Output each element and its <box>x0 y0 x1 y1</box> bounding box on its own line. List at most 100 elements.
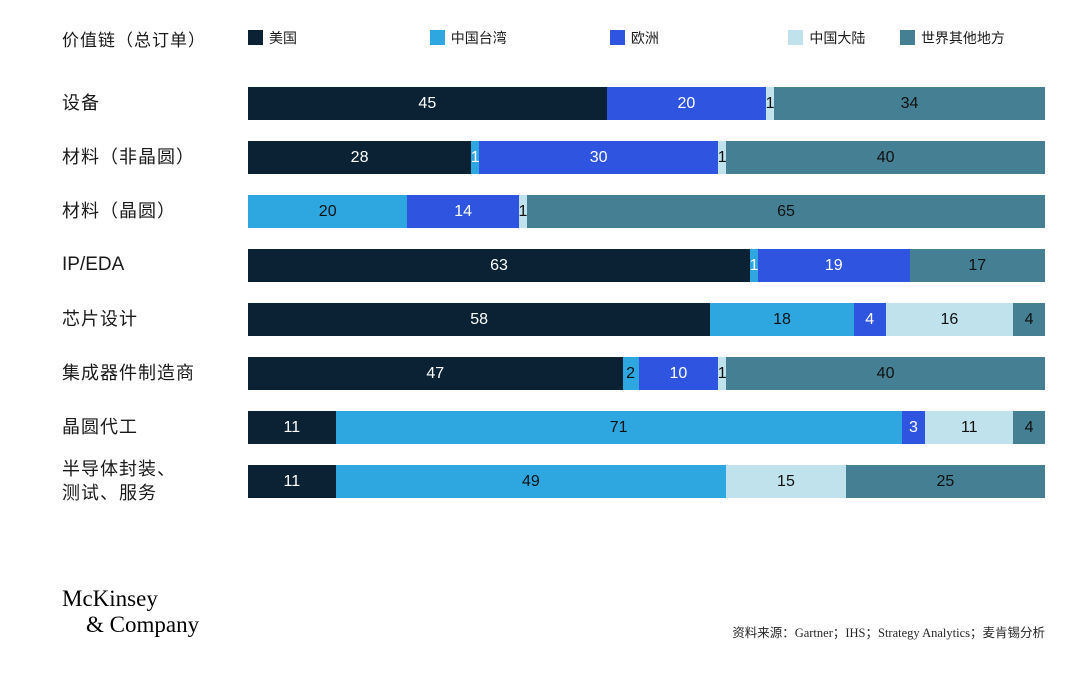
bar-segment-row: 4 <box>1013 411 1045 444</box>
stacked-bar: 11 71 3 11 4 <box>248 411 1045 444</box>
logo-line1: McKinsey <box>62 586 158 611</box>
segment-value: 20 <box>318 202 337 220</box>
row-label: 集成器件制造商 <box>62 362 195 383</box>
row-label: 半导体封装、 测试、服务 <box>62 459 176 503</box>
segment-value: 58 <box>470 310 489 328</box>
chart-row: 集成器件制造商 47 2 10 1 40 <box>62 357 1045 390</box>
segment-value: 18 <box>773 310 791 328</box>
bar-segment-row: 17 <box>909 249 1045 282</box>
bar-segment-us: 47 <box>248 357 623 390</box>
stacked-bar: 11 49 15 25 <box>248 465 1045 498</box>
bar-segment-tw: 1 <box>749 249 759 282</box>
bar-segment-row: 4 <box>1013 303 1045 336</box>
bar-segment-row: 40 <box>726 357 1045 390</box>
segment-value: 4 <box>1024 418 1034 436</box>
segment-value: 16 <box>940 310 959 328</box>
bar-segment-us: 58 <box>248 303 711 336</box>
bar-segment-us: 28 <box>248 141 472 174</box>
segment-value: 2 <box>626 364 635 382</box>
segment-value: 25 <box>936 472 955 490</box>
row-label: 设备 <box>62 92 100 113</box>
legend-item-row: 世界其他地方 <box>899 28 1005 48</box>
logo-line2: & Company <box>86 611 200 637</box>
bar-segment-tw: 49 <box>335 465 727 498</box>
legend-item-cn: 中国大陆 <box>788 28 865 48</box>
stacked-bar: 63 1 19 17 <box>248 249 1045 282</box>
bar-segment-eu: 4 <box>853 303 886 336</box>
segment-value: 34 <box>900 94 919 112</box>
chart-row: 设备 45 20 1 34 <box>62 87 1045 120</box>
bar-segment-eu: 19 <box>758 249 910 282</box>
legend-swatch-row <box>899 30 915 45</box>
chart-row: IP/EDA 63 1 19 17 <box>62 249 1045 282</box>
legend-swatch-cn <box>788 30 804 45</box>
legend-item-tw: 中国台湾 <box>429 28 507 48</box>
bar-segment-tw: 18 <box>710 303 854 336</box>
segment-value: 3 <box>909 418 918 436</box>
row-label: 材料（晶圆） <box>62 200 176 221</box>
bar-segment-cn: 11 <box>925 411 1014 444</box>
segment-value: 45 <box>418 94 437 112</box>
chart-row: 芯片设计 58 18 4 16 4 <box>62 303 1045 336</box>
chart-row: 材料（晶圆） 20 14 1 65 <box>62 195 1045 228</box>
legend-swatch-us <box>248 30 263 45</box>
segment-value: 30 <box>589 148 608 166</box>
bar-segment-row: 40 <box>726 141 1045 174</box>
mckinsey-logo: McKinsey & Company <box>62 586 199 638</box>
segment-value: 40 <box>876 364 895 382</box>
bar-segment-tw: 1 <box>470 141 480 174</box>
segment-value: 1 <box>749 256 759 274</box>
segment-value: 1 <box>717 148 727 166</box>
row-label: 晶圆代工 <box>62 416 138 437</box>
legend-label: 世界其他地方 <box>920 31 1005 47</box>
segment-value: 28 <box>350 148 369 166</box>
legend-label: 美国 <box>269 31 297 47</box>
legend-item-eu: 欧洲 <box>609 28 659 48</box>
segment-value: 20 <box>677 94 696 112</box>
bar-segment-cn: 15 <box>726 465 846 498</box>
legend-swatch-tw <box>429 30 445 45</box>
bar-segment-tw: 2 <box>622 357 639 390</box>
legend-label: 中国台湾 <box>450 31 507 47</box>
segment-value: 49 <box>522 472 540 490</box>
segment-value: 1 <box>470 148 480 166</box>
bar-segment-tw: 71 <box>335 411 902 444</box>
legend-swatch-eu <box>609 30 625 45</box>
segment-value: 4 <box>865 310 875 328</box>
bar-segment-row: 34 <box>774 87 1045 120</box>
segment-value: 1 <box>717 364 727 382</box>
chart-row: 晶圆代工 11 71 3 11 4 <box>62 411 1045 444</box>
bar-segment-eu: 30 <box>479 141 719 174</box>
segment-value: 15 <box>777 472 795 490</box>
bar-segment-eu: 20 <box>606 87 767 120</box>
stacked-bar-chart: 设备 45 20 1 34 材料（非晶圆） 28 1 30 1 40 材料（晶圆） 20 14 1 65 IP/… <box>62 87 1045 503</box>
row-label: 芯片设计 <box>62 308 138 329</box>
segment-value: 71 <box>609 418 628 436</box>
segment-value: 17 <box>968 256 987 274</box>
bar-segment-cn: 16 <box>885 303 1014 336</box>
bar-segment-us: 11 <box>248 411 336 444</box>
bar-segment-eu: 10 <box>638 357 719 390</box>
chart-row: 半导体封装、 测试、服务 11 49 15 25 <box>62 459 1045 503</box>
stacked-bar: 58 18 4 16 4 <box>248 303 1045 336</box>
segment-value: 10 <box>669 364 688 382</box>
segment-value: 14 <box>454 202 473 220</box>
bar-segment-us: 63 <box>248 249 751 282</box>
segment-value: 19 <box>824 256 843 274</box>
chart-row: 材料（非晶圆） 28 1 30 1 40 <box>62 141 1045 174</box>
segment-value: 4 <box>1024 310 1034 328</box>
bar-segment-cn: 1 <box>717 357 727 390</box>
source-note: 资料来源：Gartner；IHS；Strategy Analytics；麦肯锡分… <box>732 626 1045 640</box>
stacked-bar: 20 14 1 65 <box>248 195 1045 228</box>
bar-segment-tw: 20 <box>248 195 408 228</box>
bar-segment-us: 45 <box>248 87 607 120</box>
segment-value: 1 <box>518 202 528 220</box>
legend-label: 中国大陆 <box>809 31 866 47</box>
row-label: IP/EDA <box>62 254 125 276</box>
legend-label: 欧洲 <box>630 31 659 47</box>
segment-value: 11 <box>283 418 301 436</box>
stacked-bar: 28 1 30 1 40 <box>248 141 1045 174</box>
stacked-bar: 45 20 1 34 <box>248 87 1045 120</box>
segment-value: 65 <box>777 202 795 220</box>
segment-value: 40 <box>876 148 895 166</box>
